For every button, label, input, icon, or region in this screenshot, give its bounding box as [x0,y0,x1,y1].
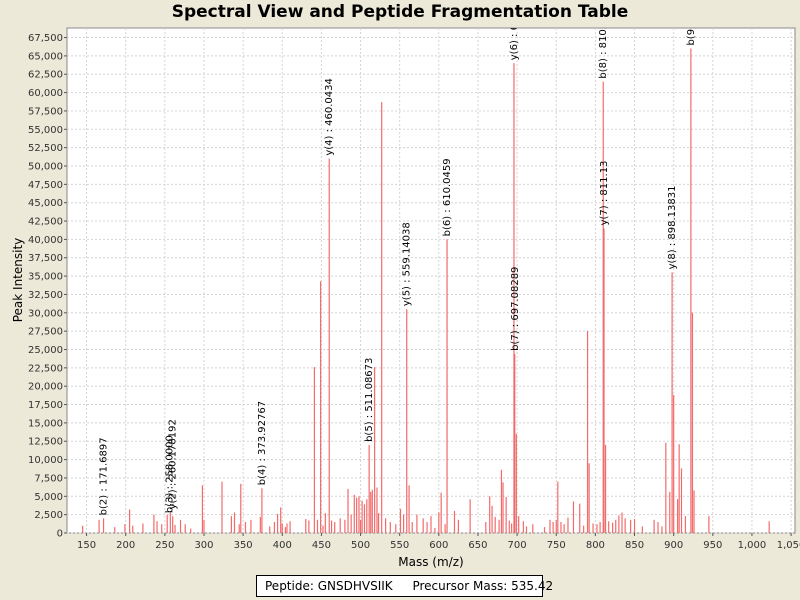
peak-annotation: y(6) : 696.0000 [509,0,520,60]
x-tick-label: 700 [508,540,527,551]
x-axis-label: Mass (m/z) [398,555,463,569]
chart-title: Spectral View and Peptide Fragmentation … [171,2,629,22]
y-tick-label: 12,500 [28,437,63,448]
y-tick-label: 62,500 [28,70,63,81]
y-tick-label: 45,000 [28,198,63,209]
y-tick-label: 10,000 [28,455,63,466]
peak-annotation: b(5) : 511.08673 [364,358,375,442]
peak-annotation: y(7) : 811.13 [599,161,610,226]
y-tick-label: 50,000 [28,161,63,172]
y-tick-label: 30,000 [28,308,63,319]
y-tick-label: 37,500 [28,253,63,264]
x-tick-label: 600 [429,540,448,551]
y-tick-label: 42,500 [28,217,63,228]
y-tick-label: 65,000 [28,51,63,62]
y-tick-label: 20,000 [28,382,63,393]
y-tick-label: 0 [57,529,63,540]
y-tick-label: 5,000 [34,492,63,503]
x-tick-label: 800 [586,540,605,551]
peak-annotation: b(3) : 258.0000 [165,435,176,513]
y-axis-label: Peak Intensity [11,238,25,323]
y-tick-label: 32,500 [28,290,63,301]
y-tick-label: 2,500 [34,510,63,521]
legend-peptide: Peptide: GNSDHVSIIK [265,579,393,593]
y-tick-label: 52,500 [28,143,63,154]
x-tick-label: 750 [547,540,566,551]
y-tick-label: 25,000 [28,345,63,356]
peak-annotation: y(4) : 460.0434 [324,78,335,156]
peak-annotation: y(5) : 559.14038 [402,222,413,306]
x-tick-label: 650 [468,540,487,551]
peak-annotation: b(7) : 697.08289 [510,267,521,351]
y-tick-label: 27,500 [28,327,63,338]
x-tick-label: 150 [77,540,96,551]
y-tick-label: 55,000 [28,125,63,136]
peak-annotation: b(2) : 171.6897 [99,437,110,515]
legend-precursor: Precursor Mass: 535.42 [412,579,554,593]
y-tick-label: 17,500 [28,400,63,411]
legend-box: Peptide: GNSDHVSIIK Precursor Mass: 535.… [256,575,553,597]
y-tick-label: 57,500 [28,106,63,117]
y-tick-label: 47,500 [28,180,63,191]
peak-bars [82,48,770,533]
x-tick-label: 350 [234,540,253,551]
x-tick-label: 950 [703,540,722,551]
grid-lines [67,28,795,534]
y-tick-label: 67,500 [28,33,63,44]
x-tick-label: 1,050 [777,540,800,551]
spectrum-chart: 0 2,500 5,000 7,500 10,000 12,500 15,000 17,500… [11,0,800,569]
y-tick-label: 7,500 [34,473,63,484]
peak-annotation: y(8) : 898.13831 [667,186,678,270]
peak-annotation: b(9) : 922.0000 [686,0,697,46]
x-tick-label: 550 [390,540,409,551]
peak-annotation: b(8) : 810.0000 [598,1,609,79]
x-tick-label: 300 [194,540,213,551]
x-tick-label: 250 [155,540,174,551]
x-tick-label: 500 [351,540,370,551]
y-tick-label: 40,000 [28,235,63,246]
x-tick-label: 450 [312,540,331,551]
x-axis: 150 200 250 300 350 400 450 500 550 600 650 700 750 8… [77,533,800,551]
peak-annotation: b(4) : 373.92767 [257,401,268,485]
x-tick-label: 400 [273,540,292,551]
y-axis: 0 2,500 5,000 7,500 10,000 12,500 15,000 17,500… [28,33,67,540]
x-tick-label: 200 [116,540,135,551]
x-tick-label: 900 [664,540,683,551]
peak-annotation: y(2) : 260.178192 [168,419,179,509]
y-tick-label: 35,000 [28,272,63,283]
y-tick-label: 60,000 [28,88,63,99]
peak-annotation: b(6) : 610.0459 [442,158,453,236]
y-tick-label: 22,500 [28,363,63,374]
y-tick-label: 15,000 [28,418,63,429]
x-tick-label: 850 [625,540,644,551]
x-tick-label: 1,000 [738,540,767,551]
